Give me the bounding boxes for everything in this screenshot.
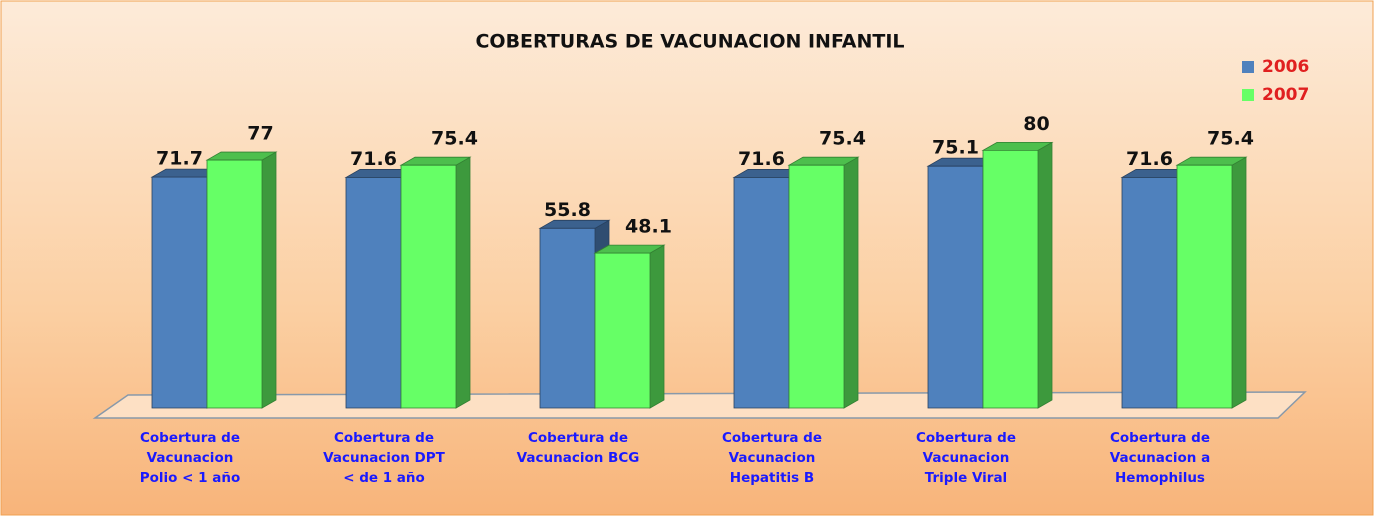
bar-side: [649, 244, 665, 409]
bar: [399, 156, 472, 409]
data-label: 75.4: [1207, 128, 1254, 150]
data-label: 75.1: [932, 137, 979, 159]
bar-side: [261, 151, 277, 409]
x-tick-label: Cobertura de Vacunacion Hepatitis B: [721, 430, 822, 486]
legend-swatch: [1242, 89, 1254, 101]
bar: [593, 244, 666, 409]
bar-front: [982, 149, 1039, 409]
bar-side: [843, 156, 859, 409]
bar-front: [594, 252, 651, 409]
bar-front: [400, 164, 457, 409]
x-tick-label: Cobertura de Vacunacion Triple Viral: [915, 430, 1016, 486]
bar: [787, 156, 860, 409]
legend-label: 2007: [1262, 85, 1309, 105]
bar-side: [1231, 156, 1247, 409]
chart-title: COBERTURAS DE VACUNACION INFANTIL: [475, 31, 904, 53]
bar-front: [206, 159, 263, 409]
bar-front: [1176, 164, 1233, 409]
data-label: 55.8: [544, 199, 591, 221]
bar-front: [345, 177, 402, 409]
bar: [1175, 156, 1248, 409]
bar: [205, 151, 278, 409]
data-label: 75.4: [431, 128, 478, 150]
bar-front: [733, 177, 790, 409]
bar-front: [539, 227, 596, 409]
data-label: 71.7: [156, 148, 203, 170]
data-label: 75.4: [819, 128, 866, 150]
bar-front: [927, 165, 984, 409]
data-label: 71.6: [1126, 148, 1173, 170]
data-label: 71.6: [738, 148, 785, 170]
x-tick-label: Cobertura de Vacunacion a Hemophilus: [1109, 430, 1211, 486]
bar-front: [1121, 177, 1178, 409]
x-tick-label: Cobertura de Vacunacion BCG: [516, 430, 640, 466]
legend-swatch: [1242, 61, 1254, 73]
legend-label: 2006: [1262, 57, 1309, 77]
x-tick-label: Cobertura de Vacunacion DPT < de 1 año: [323, 430, 445, 486]
bar-side: [1037, 141, 1053, 409]
bar: [981, 141, 1054, 409]
data-label: 77: [247, 123, 273, 145]
bar-front: [788, 164, 845, 409]
data-label: 48.1: [625, 216, 672, 238]
data-label: 80: [1023, 113, 1049, 135]
x-tick-label: Cobertura de Vacunacion Polio < 1 año: [139, 430, 241, 486]
bar-side: [455, 156, 471, 409]
data-label: 71.6: [350, 148, 397, 170]
bar-front: [151, 176, 208, 409]
